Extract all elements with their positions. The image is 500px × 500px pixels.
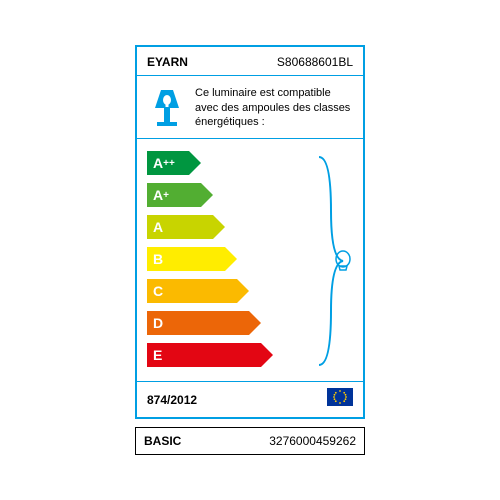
label-footer: 874/2012 [137, 381, 363, 417]
curly-bracket [319, 157, 343, 365]
info-row: Ce luminaire est compatible avec des amp… [137, 76, 363, 140]
main-box: EYARN S80688601BL Ce luminaire est compa… [135, 45, 365, 420]
bottom-box: BASIC 3276000459262 [135, 427, 365, 455]
bracket-column [313, 151, 353, 367]
model-number: S80688601BL [277, 55, 353, 69]
energy-bar-Aplus: A+ [147, 183, 313, 207]
energy-bars: A++ A+ ABCDE [147, 151, 313, 367]
regulation-number: 874/2012 [147, 393, 197, 407]
energy-label: EYARN S80688601BL Ce luminaire est compa… [135, 45, 365, 456]
label-header: EYARN S80688601BL [137, 47, 363, 76]
eu-flag-icon [327, 388, 353, 411]
energy-bar-Aplusplus: A++ [147, 151, 313, 175]
category-label: BASIC [144, 434, 181, 448]
compatibility-text: Ce luminaire est compatible avec des amp… [195, 86, 353, 131]
brand-name: EYARN [147, 55, 188, 69]
energy-bar-C: C [147, 279, 313, 303]
energy-bar-B: B [147, 247, 313, 271]
energy-bar-A: A [147, 215, 313, 239]
energy-chart: A++ A+ ABCDE [137, 139, 363, 381]
energy-bar-E: E [147, 343, 313, 367]
lamp-icon [147, 86, 187, 128]
energy-bar-D: D [147, 311, 313, 335]
sku-number: 3276000459262 [269, 434, 356, 448]
